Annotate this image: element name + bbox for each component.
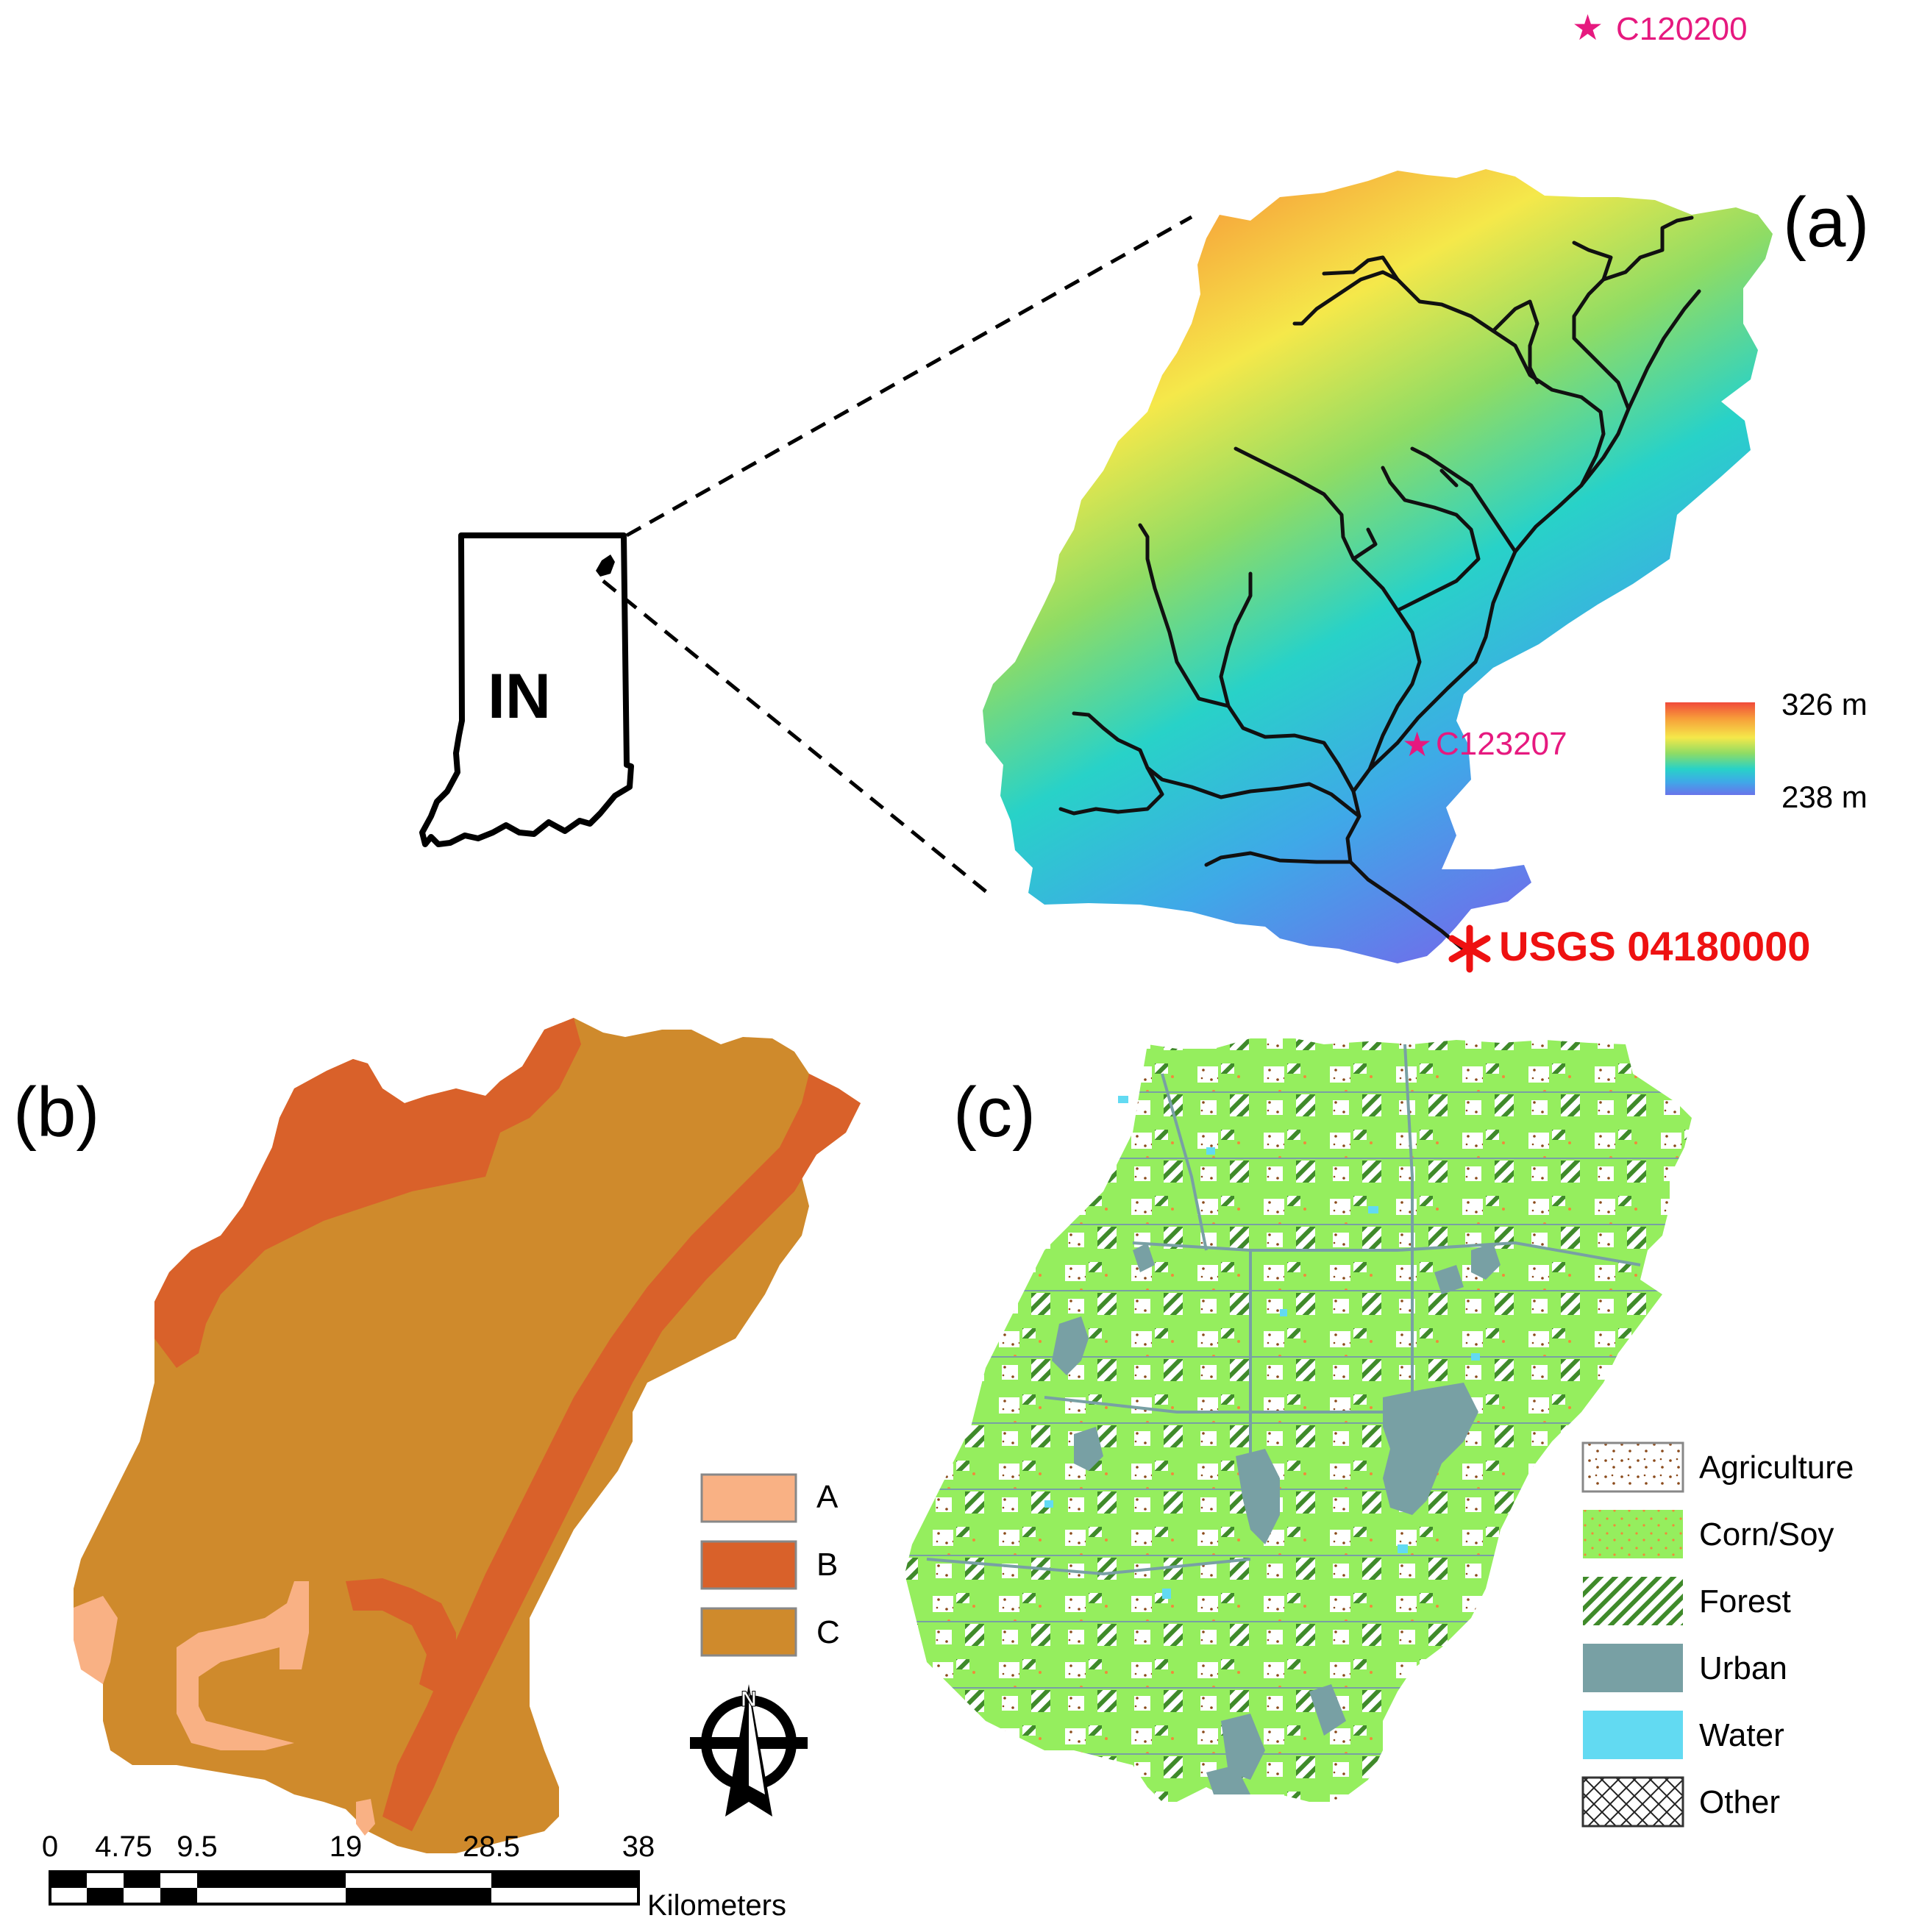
svg-text:0: 0 [42,1831,58,1863]
panel-b: (b) A B C N 0 4.75 [13,1018,861,1922]
soil-legend-label-c: C [816,1614,840,1650]
soil-legend-swatch-b [700,1540,797,1590]
elevation-colorbar [1665,702,1755,795]
station-label: C120200 [1616,11,1748,47]
station-label: C123207 [1436,726,1567,762]
main-stream [1345,289,1701,958]
station-c123207: ★ C123207 [1402,725,1567,763]
soil-map-b-branch-zone [346,1578,456,1692]
panel-label-c: (c) [953,1073,1036,1152]
soil-legend-swatch-c [700,1607,797,1657]
soil-legend-swatch-a [700,1473,797,1523]
north-arrow-icon: N [690,1684,808,1817]
elevation-max-label: 326 m [1781,687,1868,721]
svg-text:4.75: 4.75 [95,1831,152,1863]
north-label: N [741,1687,757,1711]
landuse-legend: Agriculture Corn/Soy Forest Urban Water … [1581,1441,1854,1828]
state-abbrev-label: IN [488,661,551,732]
scale-bar-ticks: 0 4.75 9.5 19 28.5 38 [42,1831,655,1863]
landuse-legend-label-water: Water [1699,1717,1784,1753]
svg-text:9.5: 9.5 [177,1831,218,1863]
panel-label-b: (b) [13,1073,99,1152]
soil-legend: A B C [700,1473,840,1657]
zoom-line-bottom [602,580,994,899]
station-star-icon: ★ [1572,9,1603,48]
watershed-elevation-map [983,169,1773,963]
landuse-legend-swatch-agriculture [1581,1441,1684,1493]
soil-map-b-upper-zone [154,1018,581,1368]
svg-text:28.5: 28.5 [463,1831,520,1863]
road-network [926,1044,1641,1576]
urban-patches [1052,1243,1501,1794]
indiana-state-outline [419,532,634,847]
landuse-legend-label-agriculture: Agriculture [1699,1450,1854,1486]
zoom-line-top [625,215,1193,538]
scale-bar: 0 4.75 9.5 19 28.5 38 Kilometers [42,1831,786,1922]
elevation-legend: 326 m 238 m [1665,687,1868,814]
landuse-legend-swatch-water [1583,1711,1683,1759]
landuse-legend-label-other: Other [1699,1784,1780,1820]
station-c120200: ★ C120200 [1572,9,1748,48]
soil-map-a-zone-left [74,1596,118,1684]
panel-label-a: (a) [1783,183,1869,262]
stream-network [1058,215,1701,958]
soil-map-a-zone-center [177,1581,309,1750]
landuse-legend-swatch-urban [1583,1644,1683,1692]
water-patches [1044,1096,1480,1599]
usgs-gauge: USGS 04180000 [1448,923,1810,973]
landuse-map [905,1038,1692,1802]
landuse-legend-swatch-corn-soy [1583,1510,1683,1558]
panel-a: IN 326 m 238 m [419,9,1869,973]
landuse-legend-label-urban: Urban [1699,1650,1787,1686]
landuse-legend-swatch-forest [1583,1577,1683,1625]
soil-legend-label-b: B [816,1547,838,1583]
gauge-label: USGS 04180000 [1499,923,1810,969]
soil-map-b-ridge-zone [382,1074,861,1831]
elevation-min-label: 238 m [1781,780,1868,814]
svg-text:38: 38 [622,1831,655,1863]
watershed-location-in-state [596,555,615,577]
soil-map-a-zone-small [356,1799,375,1836]
station-star-icon: ★ [1402,725,1432,763]
landuse-legend-label-forest: Forest [1699,1583,1791,1619]
soil-legend-label-a: A [816,1479,839,1515]
panel-c: (c) [905,1038,1854,1828]
svg-text:19: 19 [330,1831,363,1863]
landuse-legend-label-corn-soy: Corn/Soy [1699,1516,1834,1553]
gauge-asterisk-icon [1448,924,1491,973]
landuse-legend-swatch-other [1581,1776,1684,1828]
scale-bar-unit: Kilometers [647,1889,786,1922]
